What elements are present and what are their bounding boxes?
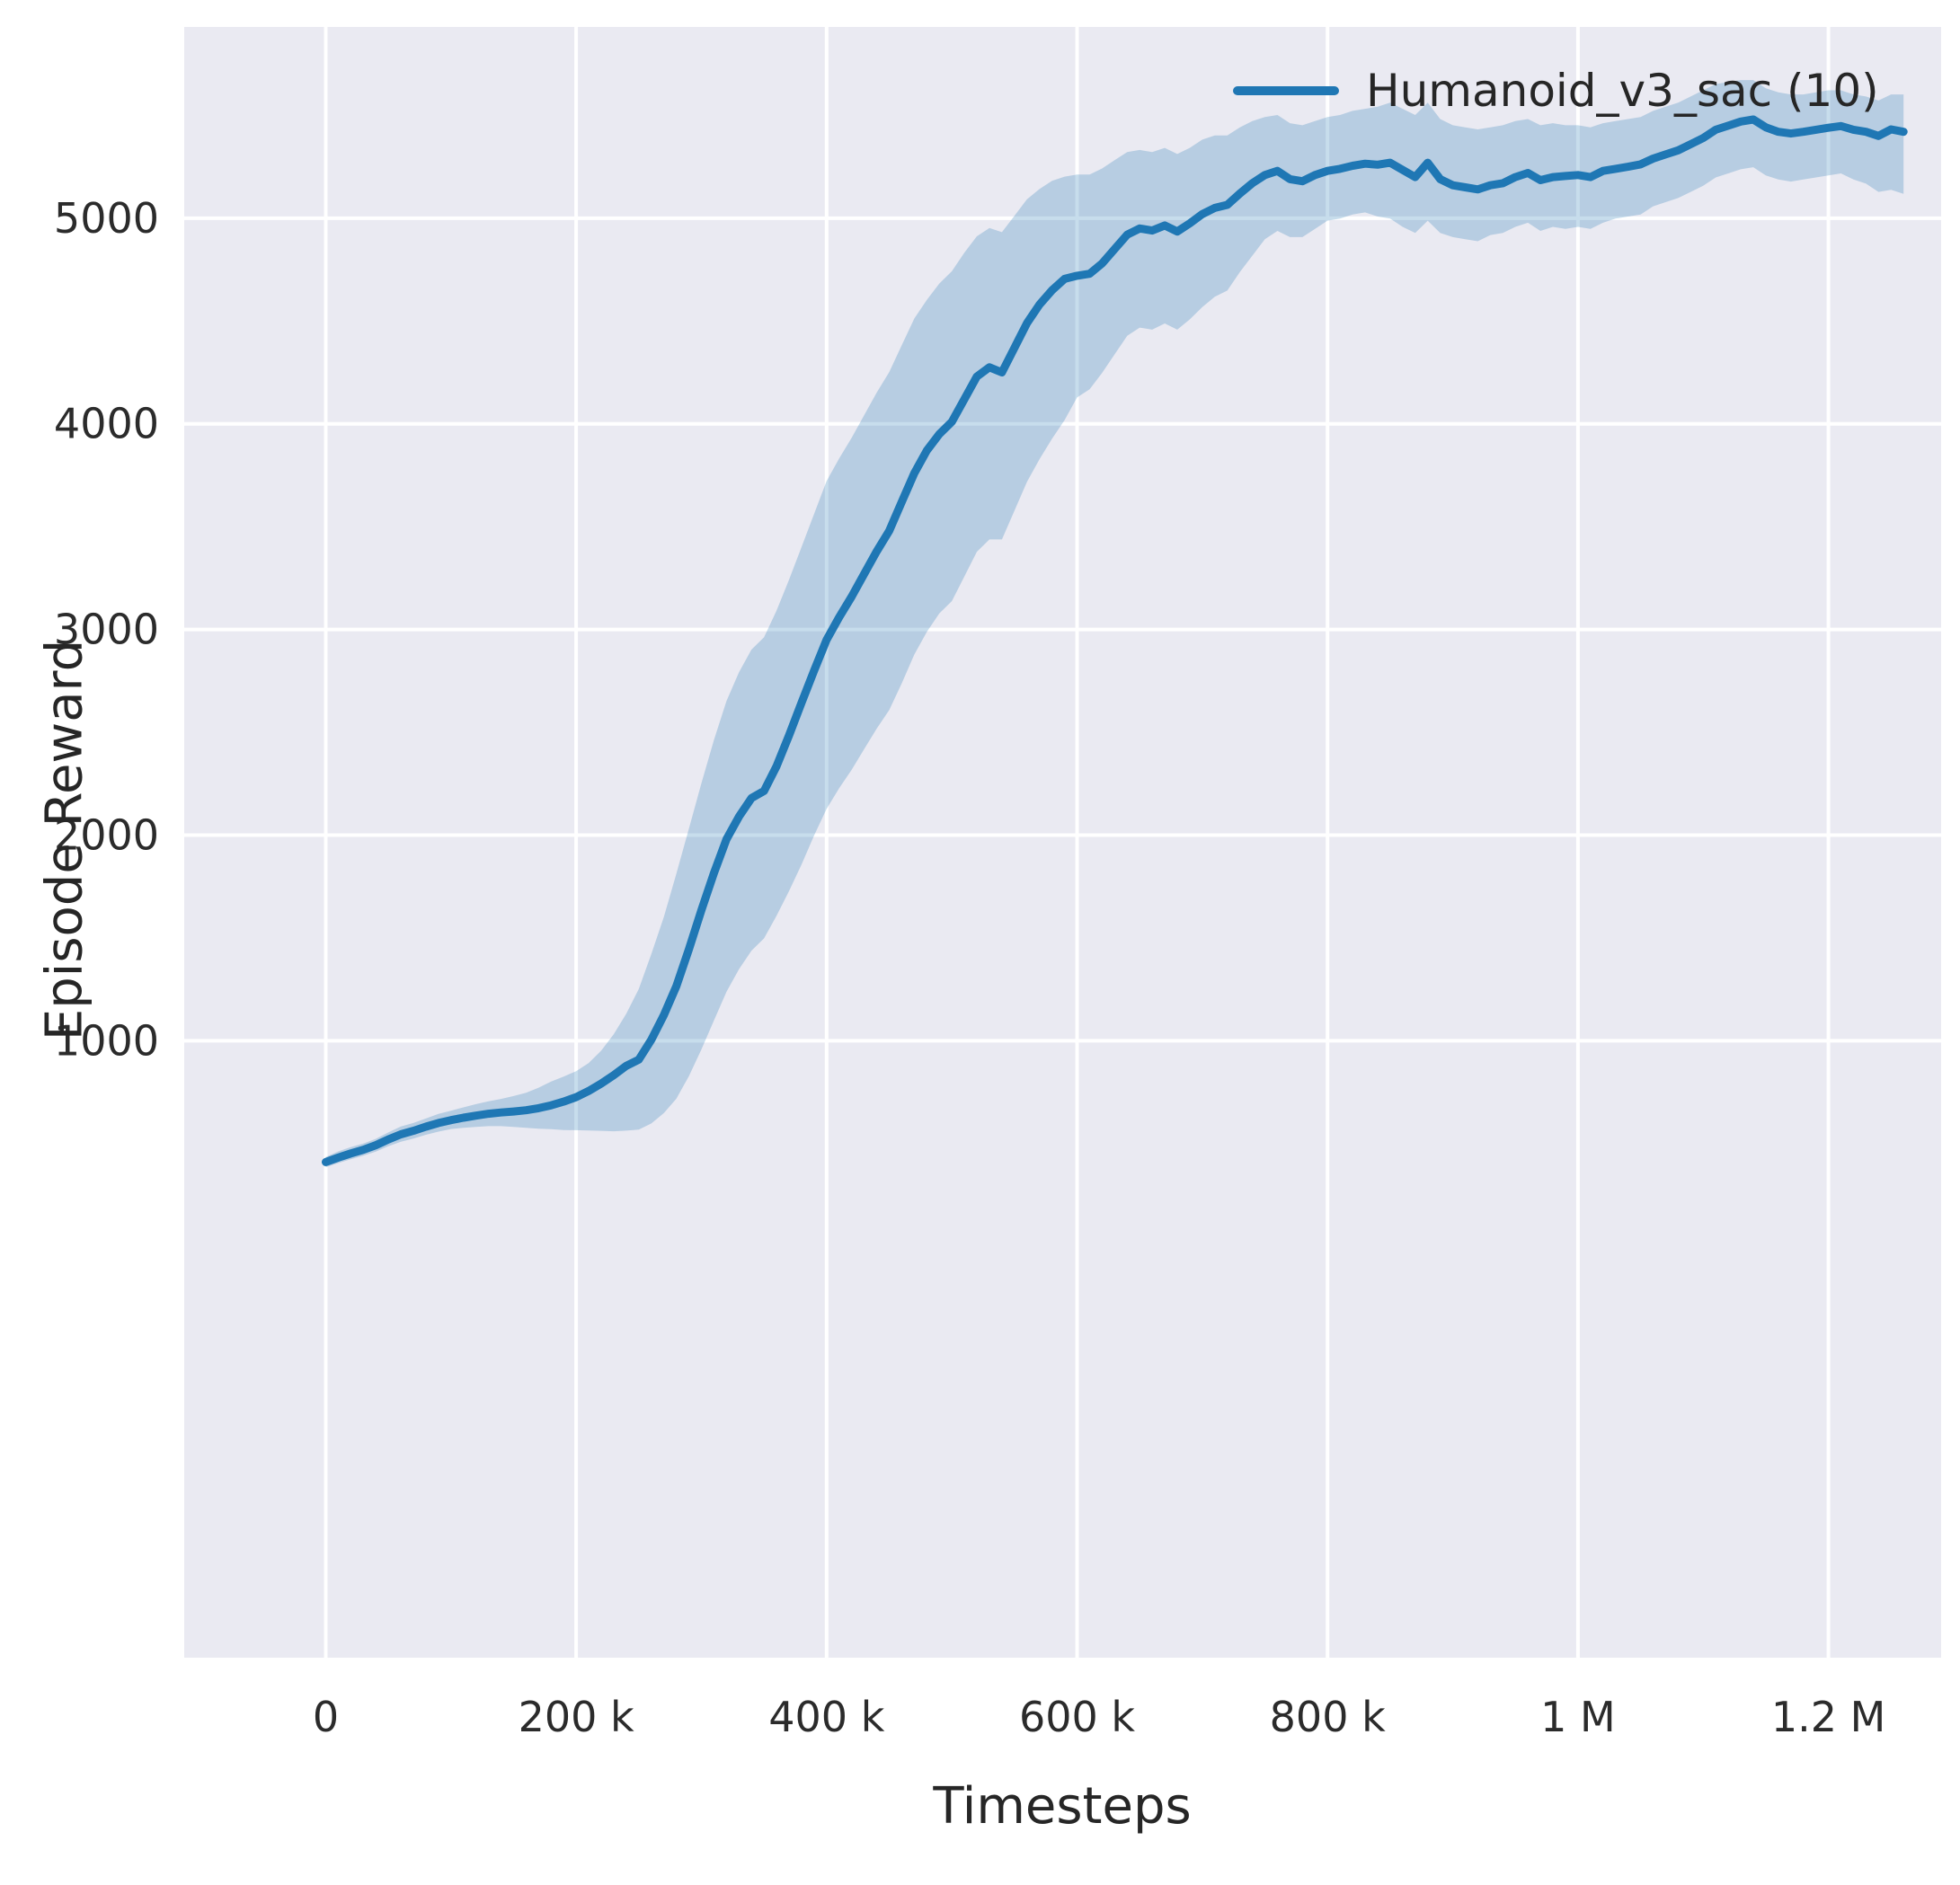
x-tick-label: 600 k [1019, 1693, 1135, 1741]
x-tick-label: 0 [313, 1693, 339, 1741]
x-tick-label: 1 M [1540, 1693, 1616, 1741]
confidence-band [325, 80, 1904, 1168]
mean-reward-line [322, 115, 1908, 1166]
x-tick-label: 200 k [519, 1693, 634, 1741]
legend-line-swatch [1233, 86, 1339, 95]
y-tick-label: 5000 [54, 194, 159, 243]
y-axis-label: Episode Reward [35, 639, 94, 1041]
y-tick-label: 4000 [54, 400, 159, 448]
legend: Humanoid_v3_sac (10) [1233, 65, 1879, 117]
y-tick-label: 1000 [54, 1016, 159, 1065]
y-tick-label: 2000 [54, 811, 159, 860]
plot-area [184, 27, 1941, 1658]
x-axis-label: Timesteps [933, 1777, 1192, 1836]
x-tick-label: 800 k [1270, 1693, 1386, 1741]
x-tick-label: 400 k [768, 1693, 884, 1741]
legend-label: Humanoid_v3_sac (10) [1366, 65, 1879, 117]
y-tick-label: 3000 [54, 606, 159, 654]
x-tick-label: 1.2 M [1771, 1693, 1885, 1741]
